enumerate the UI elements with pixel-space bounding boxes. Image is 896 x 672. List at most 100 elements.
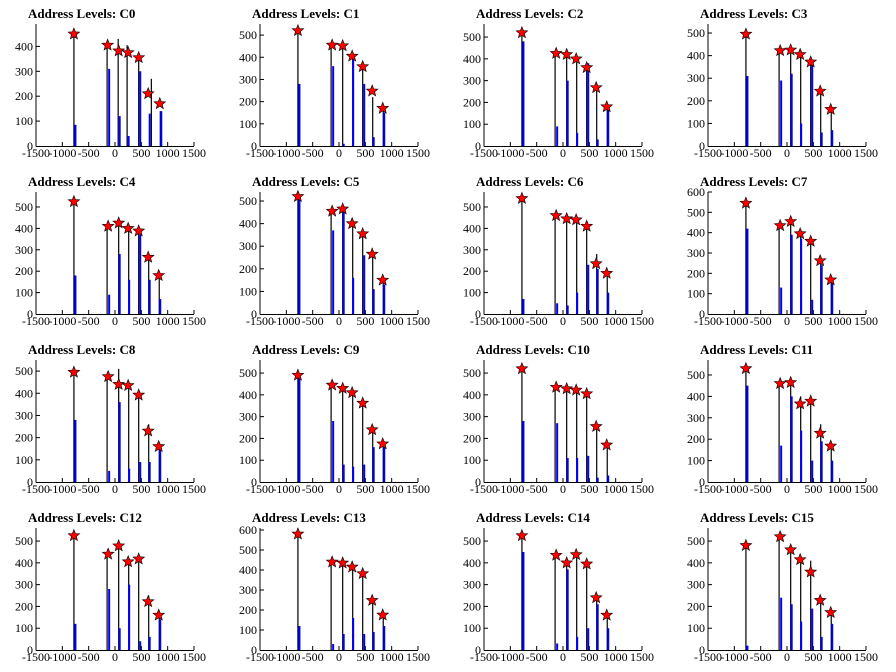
y-tick-label: 400: [463, 388, 481, 402]
star-marker: [132, 552, 146, 565]
x-tick-label: 0: [784, 482, 790, 496]
y-tick-label: 500: [239, 28, 257, 42]
x-tick-label: -1000: [496, 146, 524, 160]
star-marker: [515, 361, 529, 375]
y-tick-label: 100: [463, 621, 481, 635]
x-tick-label: 1500: [630, 650, 654, 664]
x-tick-label: -500: [750, 146, 772, 160]
y-tick-label: 500: [687, 368, 705, 382]
x-tick-label: 500: [804, 146, 822, 160]
star-marker: [515, 191, 529, 204]
panel-c15: Address Levels: C151002003004005000-1500…: [687, 510, 878, 664]
star-marker: [560, 47, 574, 61]
star-marker: [804, 55, 818, 68]
x-tick-label: 500: [356, 146, 374, 160]
x-tick-label: 1500: [182, 146, 206, 160]
panel-c3: Address Levels: C31002003004005000-1500-…: [687, 6, 878, 160]
y-tick-label: 400: [15, 221, 33, 235]
x-tick-label: 1000: [828, 146, 852, 160]
y-tick-label: 200: [463, 264, 481, 278]
star-marker: [112, 216, 126, 229]
star-marker: [132, 50, 146, 64]
x-tick-label: 500: [132, 314, 150, 328]
y-tick-label: 0: [27, 475, 33, 489]
x-tick-label: -1500: [246, 650, 274, 664]
x-tick-label: -500: [302, 650, 324, 664]
y-tick-label: 0: [475, 307, 481, 321]
y-tick-label: 0: [475, 475, 481, 489]
star-marker: [793, 47, 807, 61]
y-tick-label: 100: [15, 453, 33, 467]
y-tick-label: 100: [15, 286, 33, 300]
star-marker: [152, 439, 166, 453]
y-tick-label: 0: [251, 643, 257, 657]
star-marker: [824, 102, 838, 115]
x-tick-label: 1000: [156, 650, 180, 664]
star-marker: [345, 385, 359, 399]
x-tick-label: -500: [526, 146, 548, 160]
x-tick-label: 1500: [854, 314, 878, 328]
y-tick-label: 100: [239, 284, 257, 298]
x-tick-label: -1000: [720, 146, 748, 160]
x-tick-label: -500: [750, 482, 772, 496]
y-tick-label: 500: [463, 534, 481, 548]
panel-title: Address Levels: C1: [252, 6, 359, 21]
star-marker: [804, 234, 818, 247]
panel-title: Address Levels: C0: [28, 6, 135, 21]
star-marker: [773, 43, 787, 57]
y-tick-label: 200: [15, 431, 33, 445]
y-tick-label: 0: [251, 139, 257, 153]
star-marker: [325, 378, 339, 391]
y-tick-label: 100: [687, 287, 705, 301]
star-marker: [121, 221, 135, 234]
star-marker: [569, 547, 583, 561]
star-marker: [365, 593, 379, 606]
x-tick-label: -500: [302, 314, 324, 328]
star-marker: [325, 555, 339, 568]
star-marker: [141, 424, 155, 437]
star-marker: [365, 422, 379, 436]
y-tick-label: 400: [463, 52, 481, 66]
y-tick-label: 0: [475, 139, 481, 153]
x-tick-label: 0: [112, 482, 118, 496]
x-tick-label: 1000: [380, 650, 404, 664]
panel-title: Address Levels: C14: [476, 510, 590, 525]
y-tick-label: 400: [239, 217, 257, 231]
x-tick-label: -1500: [694, 650, 722, 664]
x-tick-label: 0: [784, 314, 790, 328]
y-tick-label: 400: [239, 388, 257, 402]
y-tick-label: 200: [15, 89, 33, 103]
star-marker: [121, 378, 135, 392]
y-tick-label: 100: [463, 117, 481, 131]
star-marker: [141, 250, 155, 263]
panel-title: Address Levels: C10: [476, 342, 590, 357]
y-tick-label: 0: [251, 475, 257, 489]
y-tick-label: 400: [687, 389, 705, 403]
x-tick-label: 1000: [380, 482, 404, 496]
y-tick-label: 400: [15, 556, 33, 570]
y-tick-label: 200: [239, 262, 257, 276]
star-marker: [813, 84, 827, 97]
panel-title: Address Levels: C11: [700, 342, 813, 357]
panel-title: Address Levels: C15: [700, 510, 814, 525]
x-tick-label: -1500: [22, 314, 50, 328]
x-tick-label: 500: [356, 482, 374, 496]
y-tick-label: 0: [27, 643, 33, 657]
y-tick-label: 400: [15, 39, 33, 53]
y-tick-label: 200: [239, 431, 257, 445]
y-tick-label: 300: [239, 410, 257, 424]
star-marker: [824, 273, 838, 286]
star-marker: [376, 608, 390, 621]
star-marker: [153, 96, 167, 110]
y-tick-label: 100: [687, 621, 705, 635]
star-marker: [784, 375, 798, 388]
x-tick-label: -1000: [272, 146, 300, 160]
y-tick-label: 0: [475, 643, 481, 657]
x-tick-label: -1500: [22, 146, 50, 160]
star-marker: [291, 527, 305, 540]
x-tick-label: 1500: [630, 314, 654, 328]
panel-c1: Address Levels: C11002003004005000-1500-…: [239, 6, 430, 160]
star-marker: [773, 218, 787, 232]
x-tick-label: 0: [112, 314, 118, 328]
x-tick-label: -1500: [470, 482, 498, 496]
